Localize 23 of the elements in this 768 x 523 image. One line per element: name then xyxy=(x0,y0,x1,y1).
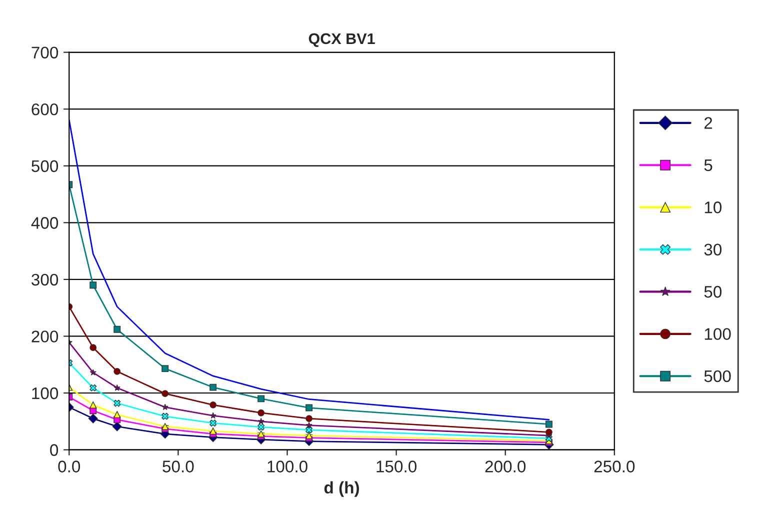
x-tick-label: 250.0 xyxy=(594,460,635,472)
y-tick-label: 200 xyxy=(32,330,58,342)
y-tick-label: 700 xyxy=(32,46,58,59)
x-tick-label: 150.0 xyxy=(376,460,416,472)
legend-label: 2 xyxy=(704,117,712,129)
y-tick-label: 600 xyxy=(32,103,58,116)
x-tick-label: 200.0 xyxy=(485,460,526,472)
y-tick-label: 500 xyxy=(32,160,58,172)
x-tick-label: 50.0 xyxy=(162,460,194,472)
y-tick-label: 0 xyxy=(50,444,58,456)
x-tick-label: 100.0 xyxy=(268,460,308,472)
y-tick-label: 100 xyxy=(32,387,58,400)
y-tick-label: 400 xyxy=(31,217,58,229)
y-tick-label: 300 xyxy=(32,274,58,286)
legend-label: 30 xyxy=(704,244,722,256)
x-axis-title: d (h) xyxy=(324,481,359,497)
legend-label: 500 xyxy=(704,370,731,382)
legend-label: 50 xyxy=(704,286,722,298)
x-tick-label: 0.0 xyxy=(58,460,80,472)
legend-label: 100 xyxy=(704,328,731,340)
chart-title: QCX BV1 xyxy=(308,33,375,47)
legend-label: 10 xyxy=(704,202,722,214)
legend-label: 5 xyxy=(704,159,712,172)
